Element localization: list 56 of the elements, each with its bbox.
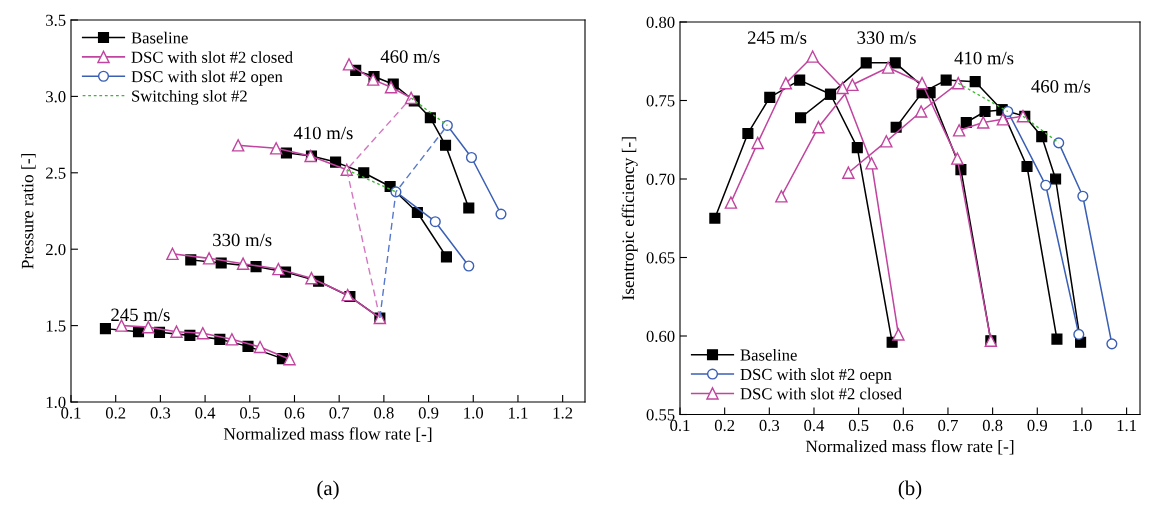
x-tick-label: 0.2: [714, 419, 735, 432]
x-tick-label: 0.7: [938, 419, 958, 432]
x-tick-label: 0.7: [329, 407, 350, 419]
y-axis-title: Pressure ratio [-]: [21, 153, 36, 269]
y-tick-label: 0.75: [646, 95, 675, 107]
x-tick-label: 0.1: [670, 419, 690, 432]
y-tick-label: 0.65: [646, 252, 675, 264]
y-tick-label: 3.0: [46, 91, 66, 103]
annotation: 245 m/s: [747, 31, 807, 44]
x-tick-label: 1.0: [464, 407, 484, 419]
annotation: 410 m/s: [954, 51, 1014, 65]
text: (b): [898, 480, 922, 500]
y-tick-label: 0.60: [646, 330, 675, 343]
x-tick-label: 0.6: [284, 407, 305, 419]
y-axis-title: Isentropic efficiency [-]: [621, 137, 638, 300]
x-tick-label: 1.1: [1117, 419, 1137, 432]
y-tick-label: 0.70: [646, 173, 675, 186]
x-axis-title: Normalized mass flow rate [-]: [223, 427, 432, 442]
y-tick-label: 0.55: [646, 409, 675, 421]
x-tick-label: 0.4: [195, 407, 216, 419]
annotation: 245 m/s: [111, 308, 170, 322]
legend-label: Switching slot #2: [132, 89, 247, 106]
text: (a): [317, 480, 339, 500]
legend-label: DSC with slot #2 oepn: [740, 368, 892, 384]
y-tick-label: 0.80: [646, 16, 675, 29]
y-tick-label: 1.5: [46, 320, 66, 332]
legend-label: DSC with slot #2 closed: [131, 51, 293, 63]
x-tick-label: 1.0: [1072, 419, 1092, 432]
x-tick-label: 0.1: [61, 407, 81, 419]
annotation: 410 m/s: [293, 126, 353, 140]
x-tick-label: 0.4: [804, 419, 825, 432]
x-tick-label: 1.1: [509, 407, 528, 419]
x-tick-label: 0.3: [759, 419, 780, 432]
x-tick-label: 0.9: [418, 407, 439, 419]
y-tick-label: 1.0: [46, 396, 66, 409]
x-tick-label: 0.9: [1027, 419, 1048, 432]
annotation: 330 m/s: [213, 233, 272, 247]
annotation: 460 m/s: [380, 50, 440, 63]
y-tick-label: 3.5: [46, 14, 66, 27]
legend-label: DSC with slot #2 closed: [740, 387, 902, 400]
x-tick-label: 0.3: [150, 407, 171, 419]
x-tick-label: 0.2: [105, 407, 126, 419]
x-tick-label: 0.8: [374, 407, 394, 419]
x-tick-label: 0.5: [240, 407, 260, 419]
annotation: 330 m/s: [857, 31, 916, 44]
x-tick-label: 1.2: [553, 407, 573, 419]
y-tick-label: 2.0: [46, 243, 66, 256]
x-tick-label: 0.5: [848, 419, 869, 432]
legend-label: Baseline: [740, 348, 797, 361]
annotation: 460 m/s: [1031, 79, 1091, 93]
x-tick-label: 0.8: [982, 419, 1003, 432]
legend-label: DSC with slot #2 open: [131, 70, 283, 86]
y-tick-label: 2.5: [46, 167, 66, 179]
legend-label: Baseline: [131, 31, 188, 44]
x-axis-title: Normalized mass flow rate [-]: [805, 439, 1014, 455]
x-tick-label: 0.6: [893, 419, 914, 432]
